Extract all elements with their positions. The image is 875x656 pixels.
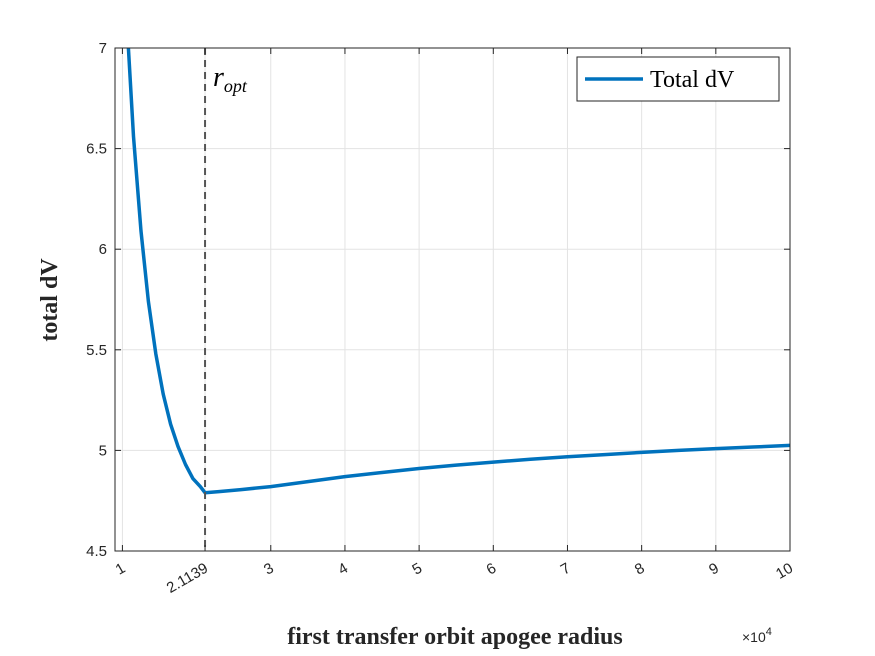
x-axis-title: first transfer orbit apogee radius	[287, 624, 623, 650]
x-tick-label: 2.1139	[164, 560, 211, 597]
y-tick-label: 7	[99, 40, 107, 57]
x-tick-label: 3	[261, 560, 277, 579]
x-tick-label: 1	[113, 560, 129, 579]
vline-annotation: ropt	[213, 62, 248, 96]
y-tick-label: 5.5	[86, 342, 107, 359]
x-tick-label: 8	[632, 560, 648, 579]
x-tick-label: 10	[773, 560, 796, 583]
y-tick-labels: 4.5 5 5.5 6 6.5 7	[86, 40, 107, 560]
plot-area	[115, 48, 790, 551]
x-axis-exponent-power: 4	[766, 626, 772, 638]
ticks	[115, 47, 791, 552]
series-line-total-dv	[126, 48, 790, 495]
x-tick-labels: 1 2.1139 3 4 5 6 7 8 9 10	[113, 560, 796, 597]
vline-annotation-sub: opt	[224, 76, 248, 96]
y-tick-label: 4.5	[86, 543, 107, 560]
vline-annotation-main: r	[213, 62, 224, 93]
y-tick-label: 5	[99, 442, 107, 459]
x-tick-label: 4	[335, 560, 351, 579]
x-tick-label: 5	[409, 560, 425, 579]
x-tick-label: 9	[706, 560, 722, 579]
legend: Total dV	[576, 56, 780, 102]
y-tick-label: 6	[99, 241, 107, 258]
y-tick-label: 6.5	[86, 141, 107, 158]
legend-label: Total dV	[650, 67, 735, 93]
y-axis-title: total dV	[37, 258, 63, 342]
x-tick-label: 7	[558, 560, 574, 579]
plot-frame	[114, 47, 791, 552]
x-tick-label: 6	[484, 560, 500, 579]
series-layer	[126, 48, 790, 495]
x-axis-exponent: ×104	[742, 626, 772, 645]
x-axis-exponent-base: ×10	[742, 629, 766, 645]
